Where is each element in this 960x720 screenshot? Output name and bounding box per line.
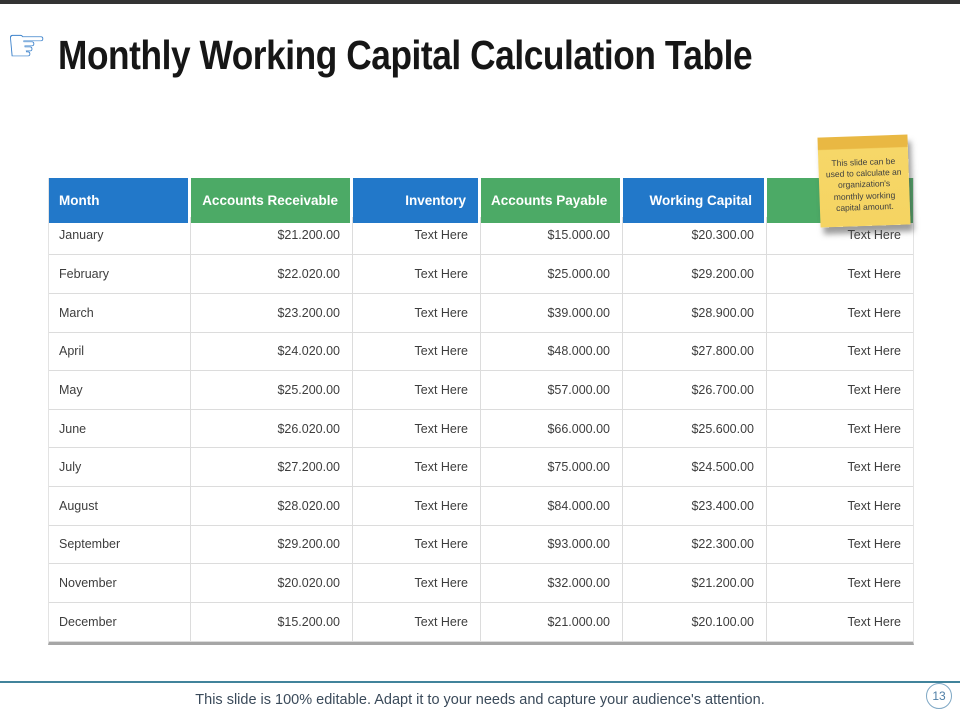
table-cell: $27.200.00 [191,448,353,487]
slide-top-bar [0,0,960,4]
table-cell: Text Here [353,255,481,294]
table-cell: Text Here [767,603,913,642]
table-cell: $25.600.00 [623,409,767,449]
table-cell: $29.200.00 [191,525,353,565]
table-cell: $15.200.00 [191,602,353,642]
table-cell: Text Here [767,371,913,410]
table-cell: $21.200.00 [623,564,767,603]
month-cell: June [49,409,191,449]
sticky-note: This slide can be used to calculate an o… [817,134,911,228]
table-cell: Text Here [767,526,913,565]
month-cell: May [49,371,191,410]
table-cell: $21.000.00 [481,602,623,642]
table-cell: Text Here [353,293,481,333]
table-cell: $75.000.00 [481,448,623,487]
table-cell: $23.200.00 [191,293,353,333]
table-cell: $66.000.00 [481,409,623,449]
footer-text: This slide is 100% editable. Adapt it to… [195,692,765,708]
column-header: Month [49,178,191,223]
table-cell: Text Here [767,410,913,449]
table-cell: $20.100.00 [623,602,767,642]
table-cell: Text Here [767,333,913,372]
column-header: Accounts Receivable [191,178,353,223]
column-header: Working Capital [623,178,767,223]
month-cell: March [49,293,191,333]
table-cell: $29.200.00 [623,255,767,294]
table-cell: Text Here [767,487,913,526]
month-cell: December [49,602,191,642]
page-title: Monthly Working Capital Calculation Tabl… [58,32,753,78]
table-cell: $27.800.00 [623,332,767,372]
month-cell: April [49,332,191,372]
capital-table: Month Accounts Receivable Inventory Account… [48,178,914,645]
table-cell: Text Here [767,255,913,294]
table-cell: $32.000.00 [481,564,623,603]
table-cell: Text Here [353,216,481,256]
table-cell: Text Here [353,409,481,449]
table-cell: Text Here [353,564,481,603]
table-cell: $24.020.00 [191,332,353,372]
table-cell: $20.300.00 [623,216,767,256]
month-cell: February [49,255,191,294]
table-cell: Text Here [353,525,481,565]
table-cell: $15.000.00 [481,216,623,256]
table-cell: $84.000.00 [481,487,623,526]
sticky-note-text: This slide can be used to calculate an o… [825,156,902,213]
table-cell: $25.200.00 [191,371,353,410]
pointing-hand-icon: ☞ [6,19,48,71]
table-cell: $93.000.00 [481,525,623,565]
page-number-badge: 13 [926,683,952,709]
table-cell: $24.500.00 [623,448,767,487]
table-cell: Text Here [767,448,913,487]
table-cell: Text Here [353,448,481,487]
table-cell: $28.020.00 [191,487,353,526]
footer-divider [0,681,960,683]
table-cell: $39.000.00 [481,293,623,333]
table-cell: $21.200.00 [191,216,353,256]
table-cell: Text Here [767,217,913,256]
table-cell: $57.000.00 [481,371,623,410]
table-cell: $26.020.00 [191,409,353,449]
column-header: Accounts Payable [481,178,623,223]
table-cell: $26.700.00 [623,371,767,410]
table-cell: $23.400.00 [623,487,767,526]
table-cell: $22.020.00 [191,255,353,294]
table-cell: Text Here [353,332,481,372]
table-cell: $20.020.00 [191,564,353,603]
table-cell: Text Here [353,487,481,526]
month-cell: August [49,487,191,526]
table-cell: Text Here [353,602,481,642]
month-cell: July [49,448,191,487]
table-cell: Text Here [767,294,913,333]
table-cell: Text Here [353,371,481,410]
table-cell: Text Here [767,564,913,603]
table-cell: $48.000.00 [481,332,623,372]
table-cell: $25.000.00 [481,255,623,294]
table-cell: $28.900.00 [623,293,767,333]
month-cell: November [49,564,191,603]
table-cell: $22.300.00 [623,525,767,565]
month-cell: January [49,216,191,256]
month-cell: September [49,525,191,565]
column-header: Inventory [353,178,481,223]
